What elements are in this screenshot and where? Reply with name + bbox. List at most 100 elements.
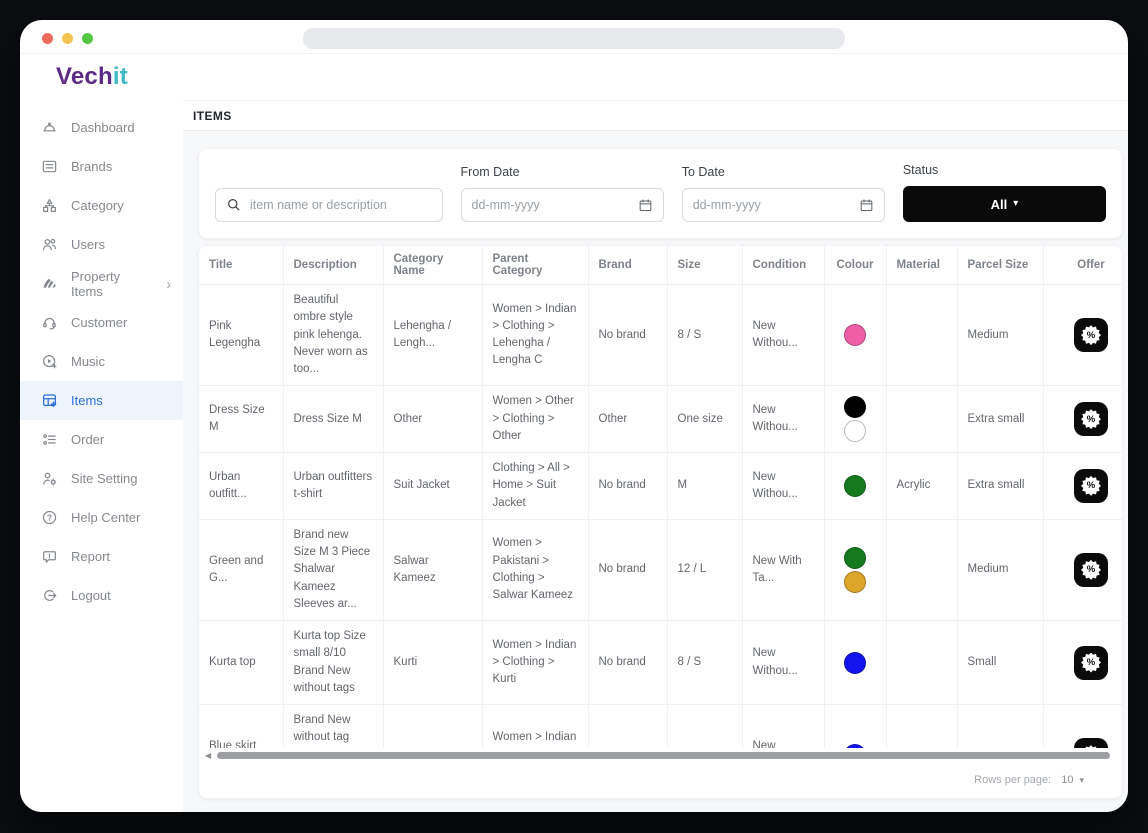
offer-button[interactable]: % xyxy=(1074,738,1108,748)
address-bar[interactable] xyxy=(303,28,845,49)
filters-panel: From Date To Date xyxy=(199,149,1122,238)
sidebar-item-dashboard[interactable]: Dashboard xyxy=(20,108,183,147)
items-table-card: Title Description Category Name Parent Cate… xyxy=(199,246,1122,798)
cell-condition: New Withou... xyxy=(742,385,825,453)
column-header-colour: Colour xyxy=(824,246,887,285)
cell-offer: % xyxy=(1043,620,1122,705)
cell-title: Pink Legengha xyxy=(199,284,284,387)
cell-parcel-size: Medium xyxy=(957,519,1044,622)
cell-material xyxy=(886,519,958,622)
sidebar-item-brands[interactable]: Brands xyxy=(20,147,183,186)
offer-button[interactable]: % xyxy=(1074,468,1108,503)
sidebar-item-label: Customer xyxy=(71,315,128,330)
logo-text-secondary: it xyxy=(112,63,128,90)
cell-material xyxy=(886,284,958,387)
cell-description: Dress Size M xyxy=(283,385,384,453)
rows-per-page-dropdown[interactable]: 10 ▾ xyxy=(1061,774,1084,786)
maximize-window-icon[interactable] xyxy=(82,33,93,44)
sidebar-item-items[interactable]: Items xyxy=(20,381,183,420)
cell-title: Kurta top xyxy=(199,620,284,705)
offer-button[interactable]: % xyxy=(1074,645,1108,680)
cell-brand: No brand xyxy=(588,284,668,387)
svg-text:?: ? xyxy=(46,513,51,523)
minimize-window-icon[interactable] xyxy=(62,33,73,44)
cell-offer: % xyxy=(1043,452,1122,520)
category-icon xyxy=(40,197,58,215)
cell-condition: New Withou... xyxy=(742,284,825,387)
to-date-group: To Date xyxy=(681,165,885,222)
cell-category-name: Salwar Kameez xyxy=(383,519,483,622)
chevron-down-icon: ▾ xyxy=(1079,774,1084,785)
cell-title: Green and G... xyxy=(199,519,284,622)
column-header-description: Description xyxy=(283,246,384,285)
column-header-brand: Brand xyxy=(588,246,668,285)
sidebar-item-logout[interactable]: Logout xyxy=(20,576,183,615)
calendar-icon[interactable] xyxy=(859,198,874,213)
search-input[interactable] xyxy=(250,198,432,212)
dashboard-icon xyxy=(40,119,58,137)
cell-colour xyxy=(824,385,887,453)
site-setting-icon xyxy=(40,470,58,488)
brands-icon xyxy=(40,158,58,176)
sidebar-item-order[interactable]: Order xyxy=(20,420,183,459)
app-logo[interactable]: Vechit xyxy=(56,63,128,91)
scrollbar-thumb[interactable] xyxy=(217,752,1110,759)
sidebar-item-customer[interactable]: Customer xyxy=(20,303,183,342)
cell-size: M xyxy=(667,452,743,520)
table-row: Blue skirt siz...Brand New without tag S… xyxy=(199,704,1122,748)
calendar-icon[interactable] xyxy=(638,198,653,213)
from-date-input[interactable] xyxy=(471,198,630,212)
horizontal-scrollbar: ◀ xyxy=(205,750,1114,762)
search-group xyxy=(215,188,443,222)
cell-condition: New Withou... xyxy=(742,704,825,748)
cell-title: Blue skirt siz... xyxy=(199,704,284,748)
cell-description: Urban outfitters t-shirt xyxy=(283,452,384,520)
cell-material xyxy=(886,704,958,748)
cell-category-name: Lehengha / Lengh... xyxy=(383,284,483,387)
items-table: Title Description Category Name Parent Cate… xyxy=(199,246,1122,748)
cell-parent-category: Women > Indian > Clothing > Kurti xyxy=(482,620,589,705)
sidebar-item-label: Brands xyxy=(71,159,113,174)
cell-parcel-size: Medium xyxy=(957,284,1044,387)
column-header-offer: Offer xyxy=(1043,246,1122,285)
items-table-wrap: Title Description Category Name Parent Cate… xyxy=(199,246,1122,748)
cell-condition: New Withou... xyxy=(742,452,825,520)
cell-parcel-size: Small xyxy=(957,704,1044,748)
percent-badge-icon: % xyxy=(1081,559,1101,580)
cell-title: Dress Size M xyxy=(199,385,284,453)
table-header-row: Title Description Category Name Parent Cate… xyxy=(199,246,1122,285)
sidebar-item-users[interactable]: Users xyxy=(20,225,183,264)
cell-material xyxy=(886,385,958,453)
table-row: Dress Size M Dress Size M Other Women > Oth… xyxy=(199,385,1122,453)
close-window-icon[interactable] xyxy=(42,33,53,44)
status-dropdown-value: All xyxy=(990,196,1008,212)
sidebar-item-help-center[interactable]: ? Help Center xyxy=(20,498,183,537)
offer-button[interactable]: % xyxy=(1074,552,1108,587)
table-row: Kurta top Kurta top Size small 8/10 Brand… xyxy=(199,620,1122,705)
colour-swatch xyxy=(844,570,866,593)
offer-button[interactable]: % xyxy=(1074,318,1108,353)
cell-offer: % xyxy=(1043,284,1122,387)
to-date-label: To Date xyxy=(681,165,725,179)
sidebar-item-report[interactable]: Report xyxy=(20,537,183,576)
sidebar-item-property-items[interactable]: Property Items › xyxy=(20,264,183,303)
cell-size: 8 / S xyxy=(667,704,743,748)
offer-button[interactable]: % xyxy=(1074,402,1108,437)
sidebar-item-label: Logout xyxy=(71,588,111,603)
cell-offer: % xyxy=(1043,385,1122,453)
status-dropdown[interactable]: All ▾ xyxy=(902,186,1106,222)
status-label: Status xyxy=(902,163,939,177)
cell-description: Brand New without tag Size small 8/10 or… xyxy=(283,704,384,748)
sidebar-item-category[interactable]: Category xyxy=(20,186,183,225)
from-date-group: From Date xyxy=(460,165,664,222)
colour-swatch xyxy=(844,396,866,419)
sidebar-item-site-setting[interactable]: Site Setting xyxy=(20,459,183,498)
app-header: Vechit xyxy=(20,54,1128,100)
sidebar-item-label: Music xyxy=(71,354,105,369)
help-center-icon: ? xyxy=(40,509,58,527)
cell-colour xyxy=(824,452,887,520)
sidebar-item-music[interactable]: Music xyxy=(20,342,183,381)
table-row: Green and G... Brand new Size M 3 Piece S… xyxy=(199,519,1122,622)
to-date-input[interactable] xyxy=(692,198,851,212)
scroll-left-arrow-icon[interactable]: ◀ xyxy=(205,751,212,760)
